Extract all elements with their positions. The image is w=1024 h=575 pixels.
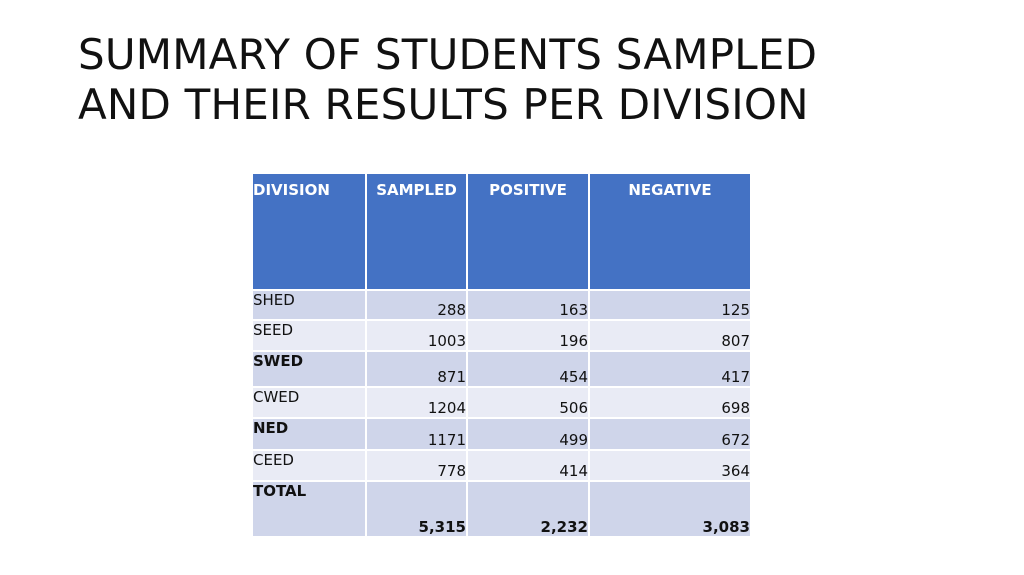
header-positive: POSITIVE xyxy=(466,174,589,290)
division-cell: SWED xyxy=(253,350,366,387)
positive-cell: 506 xyxy=(466,386,589,418)
division-cell: NED xyxy=(253,417,366,450)
sampled-cell: 1204 xyxy=(365,386,467,418)
division-cell: SEED xyxy=(253,319,366,351)
header-division: DIVISION xyxy=(253,174,366,290)
negative-cell: 672 xyxy=(588,417,750,450)
negative-total-cell: 3,083 xyxy=(588,480,750,536)
table-header-row: DIVISION SAMPLED POSITIVE NEGATIVE xyxy=(253,174,750,290)
table-row: CWED 1204 506 698 xyxy=(253,386,750,418)
negative-cell: 417 xyxy=(588,350,750,387)
table-row: SEED 1003 196 807 xyxy=(253,319,750,351)
division-cell: TOTAL xyxy=(253,480,366,536)
slide-title-line-1: SUMMARY OF STUDENTS SAMPLED xyxy=(78,30,818,79)
sampled-total-cell: 5,315 xyxy=(365,480,467,536)
positive-cell: 499 xyxy=(466,417,589,450)
negative-cell: 125 xyxy=(588,289,750,320)
negative-cell: 364 xyxy=(588,449,750,481)
table-row: CEED 778 414 364 xyxy=(253,449,750,481)
sampled-cell: 778 xyxy=(365,449,467,481)
header-sampled: SAMPLED xyxy=(365,174,467,290)
table-row: SHED 288 163 125 xyxy=(253,289,750,320)
positive-cell: 414 xyxy=(466,449,589,481)
table-row: SWED 871 454 417 xyxy=(253,350,750,387)
division-cell: CWED xyxy=(253,386,366,418)
sampled-cell: 871 xyxy=(365,350,467,387)
division-cell: SHED xyxy=(253,289,366,320)
division-summary-table: DIVISION SAMPLED POSITIVE NEGATIVE SHED … xyxy=(253,174,750,536)
positive-cell: 454 xyxy=(466,350,589,387)
positive-cell: 196 xyxy=(466,319,589,351)
division-cell: CEED xyxy=(253,449,366,481)
slide-title-line-2: AND THEIR RESULTS PER DIVISION xyxy=(78,80,809,129)
positive-cell: 163 xyxy=(466,289,589,320)
table-total-row: TOTAL 5,315 2,232 3,083 xyxy=(253,480,750,536)
sampled-cell: 288 xyxy=(365,289,467,320)
negative-cell: 698 xyxy=(588,386,750,418)
slide-title: SUMMARY OF STUDENTS SAMPLED AND THEIR RE… xyxy=(78,30,817,130)
negative-cell: 807 xyxy=(588,319,750,351)
positive-total-cell: 2,232 xyxy=(466,480,589,536)
sampled-cell: 1003 xyxy=(365,319,467,351)
header-negative: NEGATIVE xyxy=(588,174,750,290)
sampled-cell: 1171 xyxy=(365,417,467,450)
table-row: NED 1171 499 672 xyxy=(253,417,750,450)
